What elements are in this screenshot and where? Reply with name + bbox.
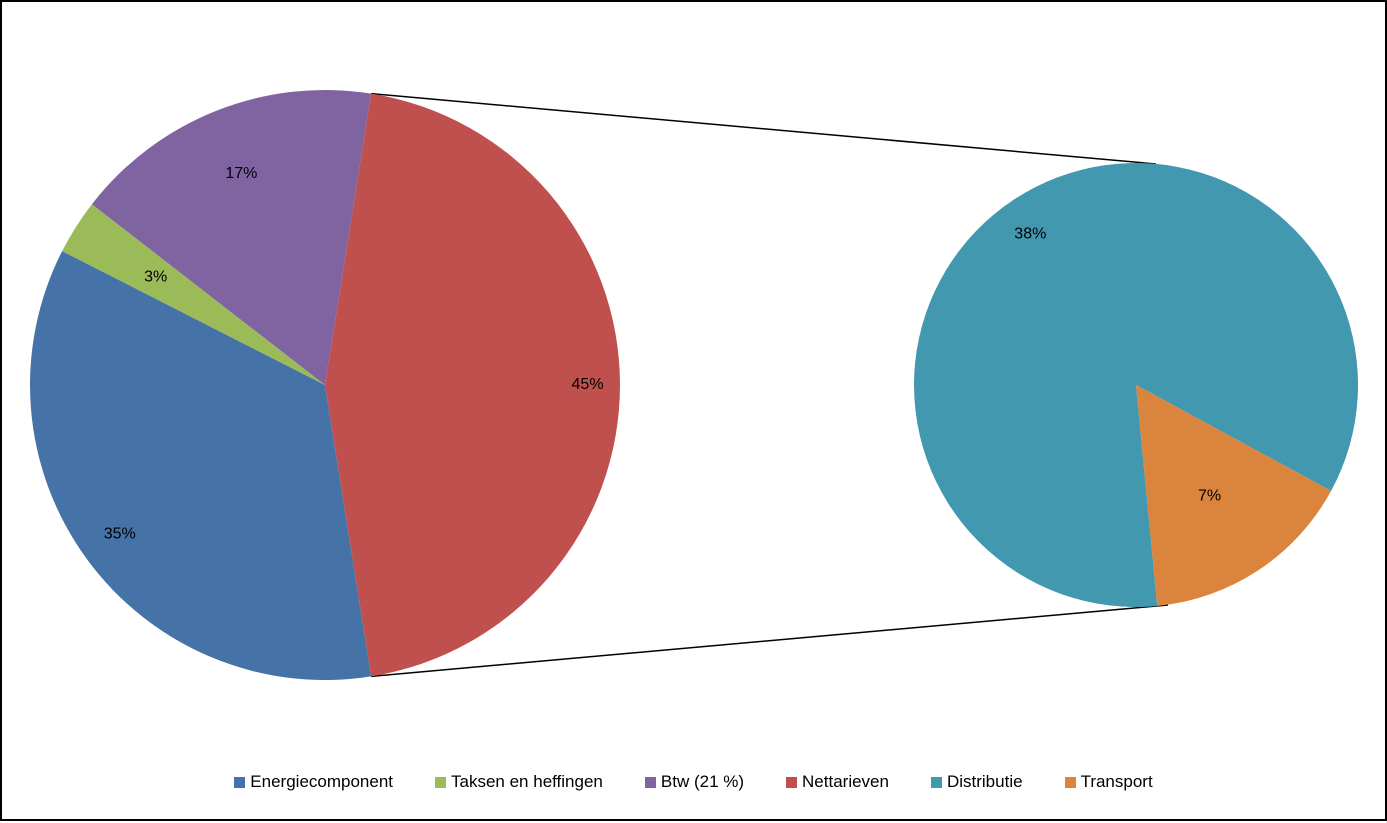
legend-swatch: [1064, 776, 1076, 788]
pie-slice-nettarieven: [325, 93, 620, 677]
legend-label: Btw (21 %): [660, 772, 745, 791]
data-label-transport: 7%: [1198, 487, 1221, 504]
legend-label: Energiecomponent: [250, 772, 394, 791]
data-labels: 35% 3% 17% 45% 38% 7%: [104, 165, 1221, 542]
legend-swatch: [234, 776, 246, 788]
pie-slice-energiecomponent: [30, 251, 372, 680]
pie-slice-taksen-en-heffingen: [62, 204, 325, 385]
legend-item-energiecomponent: Energiecomponent: [234, 772, 393, 792]
pie-slice-distributie: [914, 163, 1358, 608]
connector-line-top: [371, 92, 1157, 165]
pie-slice-btw-21: [91, 90, 372, 385]
data-label-nettarieven: 45%: [572, 376, 604, 393]
pie-slice-transport: [1136, 385, 1332, 606]
data-label-distributie: 38%: [1014, 225, 1046, 242]
main-pie: [30, 90, 620, 680]
legend-label: Taksen en heffingen: [451, 772, 603, 791]
legend-label: Distributie: [946, 772, 1023, 791]
legend-item-nettarieven: Nettarieven: [786, 772, 889, 792]
secondary-pie: [914, 163, 1358, 608]
legend-item-transport: Transport: [1064, 772, 1153, 792]
legend-item-btw: Btw (21 %): [644, 772, 745, 792]
legend-item-distributie: Distributie: [930, 772, 1023, 792]
legend: Energiecomponent Taksen en heffingen Btw…: [2, 768, 1385, 796]
legend-swatch: [435, 776, 447, 788]
legend-label: Transport: [1080, 772, 1153, 791]
legend-swatch: [786, 776, 798, 788]
legend-swatch: [930, 776, 942, 788]
legend-label: Nettarieven: [802, 772, 889, 791]
connector-lines: [371, 92, 1169, 678]
connector-line-bottom: [371, 604, 1169, 678]
data-label-taksen-en-heffingen: 3%: [144, 269, 167, 286]
data-label-energiecomponent: 35%: [104, 525, 136, 542]
legend-swatch: [644, 776, 656, 788]
data-label-btw-21: 17%: [225, 165, 257, 182]
legend-item-taksen: Taksen en heffingen: [435, 772, 603, 792]
